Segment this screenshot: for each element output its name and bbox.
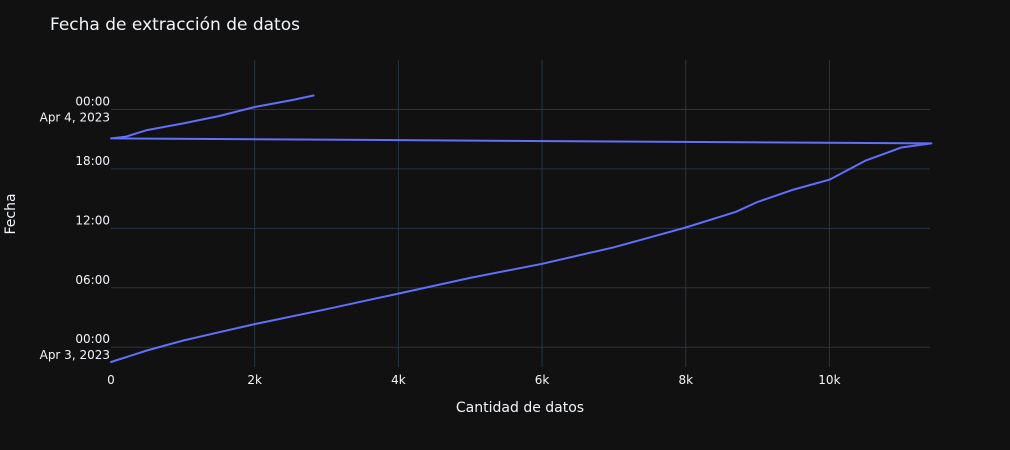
y-tick-date-label: Apr 4, 2023	[40, 111, 110, 125]
x-tick-label: 6k	[535, 373, 550, 387]
y-axis-title: Fecha	[3, 193, 19, 234]
series-line	[110, 94, 933, 363]
y-tick-label: 18:00	[75, 154, 110, 168]
series-layer	[110, 94, 933, 363]
grid-layer	[111, 60, 930, 367]
chart-title: Fecha de extracción de datos	[50, 15, 300, 35]
y-tick-label: 12:00	[75, 213, 110, 227]
x-tick-label: 4k	[391, 373, 406, 387]
x-tick-label: 8k	[678, 373, 693, 387]
x-axis: 0 2k 4k 6k 8k 10k	[107, 373, 840, 387]
x-axis-title: Cantidad de datos	[456, 400, 584, 416]
y-tick-label: 00:00	[75, 332, 110, 346]
y-axis: 00:00 Apr 3, 2023 06:00 12:00 18:00 00:00 Apr …	[40, 95, 110, 363]
x-tick-label: 10k	[818, 373, 840, 387]
x-tick-label: 2k	[247, 373, 262, 387]
y-tick-label: 06:00	[75, 273, 110, 287]
y-tick-label: 00:00	[75, 95, 110, 109]
y-tick-date-label: Apr 3, 2023	[40, 348, 110, 362]
x-tick-label: 0	[107, 373, 115, 387]
